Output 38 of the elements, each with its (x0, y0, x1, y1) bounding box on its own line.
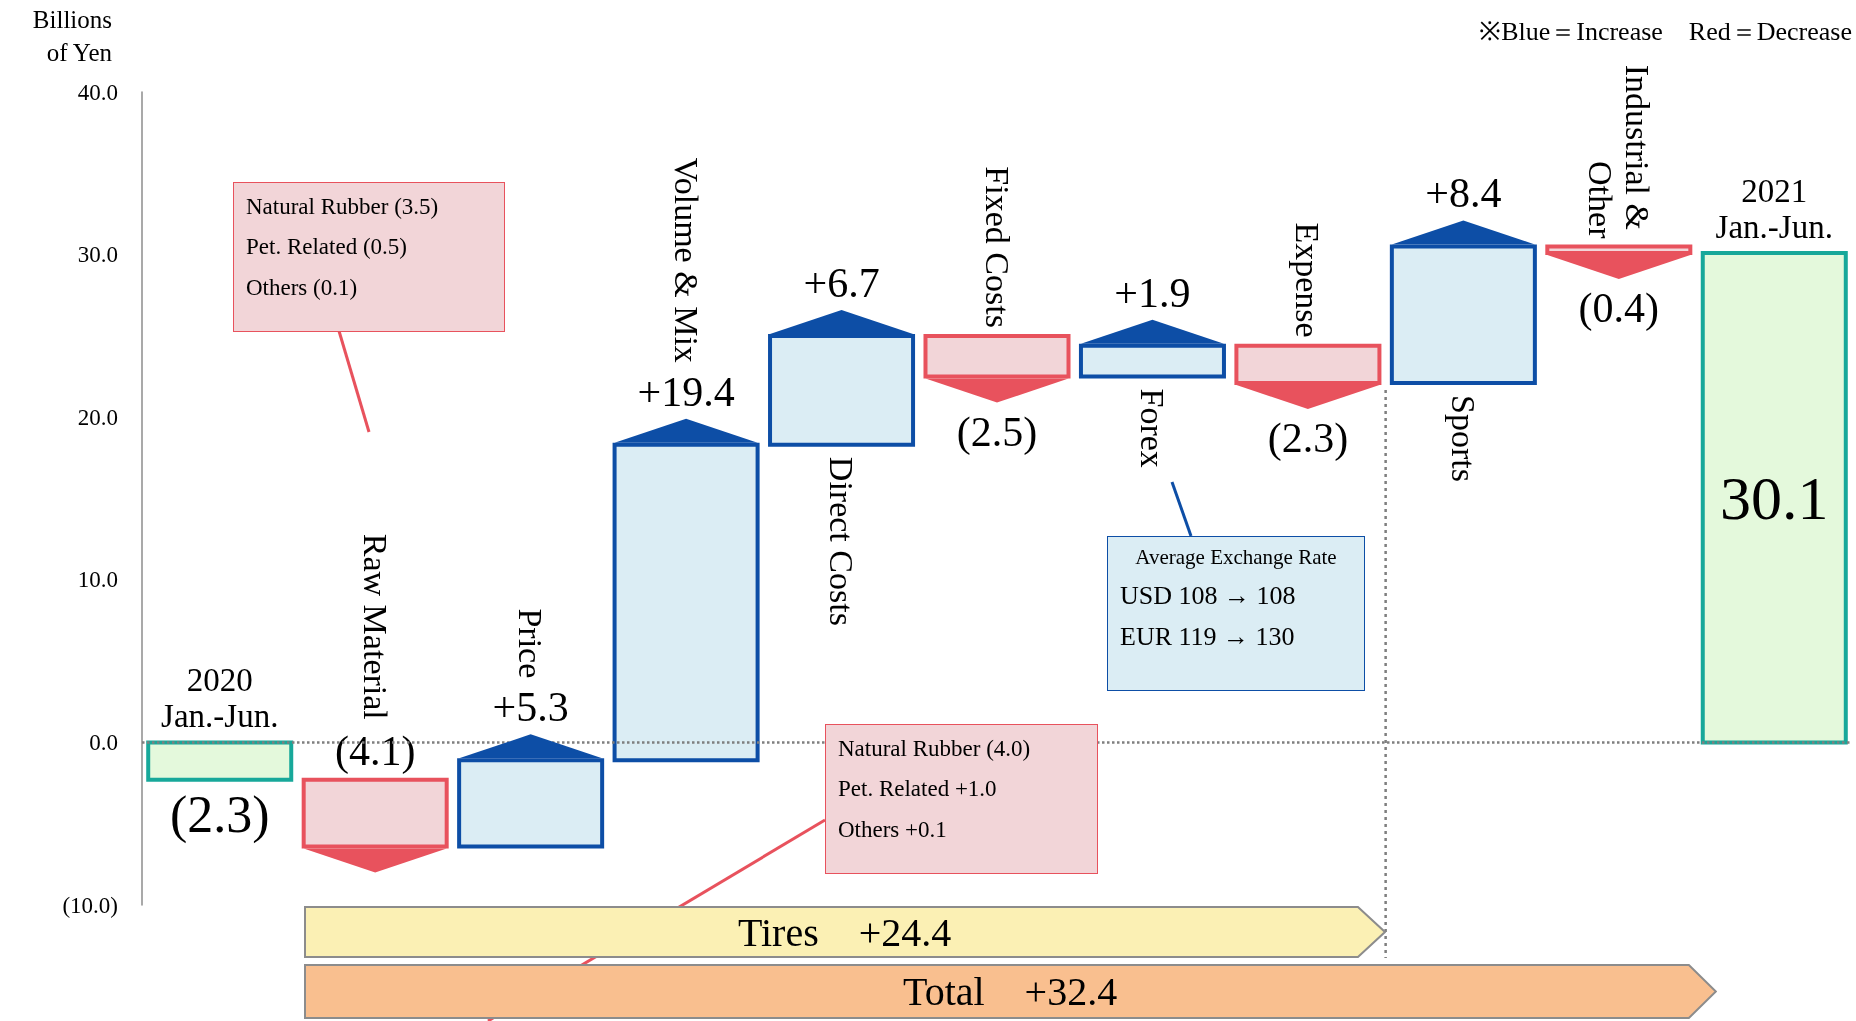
y-tick-label: 10.0 (77, 567, 118, 593)
x-tick-label: Expense (1289, 222, 1327, 338)
data-label: +1.9 (1114, 269, 1191, 316)
y-tick-label: 30.0 (77, 242, 118, 268)
x-tick-label: Forex (1133, 388, 1171, 468)
y-tick-label: (10.0) (62, 892, 118, 918)
data-label: (4.1) (334, 727, 416, 775)
x-tick-label: Direct Costs (823, 456, 861, 626)
arrow-banner: Tires +24.4 (303, 906, 1386, 958)
data-label: +5.3 (492, 684, 569, 731)
y-tick-label: 20.0 (77, 404, 118, 430)
annotation: Average Exchange Rate USD 108 → 108 EUR 119 → 130 (1120, 544, 1338, 654)
data-label: 30.1 (1720, 463, 1829, 532)
x-tick-label: 2021 Jan.-Jun. (1715, 172, 1833, 245)
arrow-banner: Total +32.4 (303, 964, 1717, 1019)
data-label: (2.3) (1267, 415, 1349, 463)
x-tick-label: Volume & Mix (667, 157, 705, 363)
callout-box: Average Exchange Rate USD 108 → 108 EUR 119 → 130 (1107, 536, 1365, 691)
x-tick-label: Sports (1444, 395, 1482, 482)
callout-box: Natural Rubber (3.5) Pet. Related (0.5) Others (0.1) (233, 182, 505, 332)
x-tick-label: Raw Material (356, 533, 394, 720)
callout-box: Natural Rubber (4.0) Pet. Related +1.0 Others +0.1 (825, 724, 1098, 874)
data-label: (2.3) (169, 785, 270, 844)
annotation: Natural Rubber (3.5) Pet. Related (0.5) Others (0.1) (246, 193, 440, 302)
data-label: +8.4 (1425, 170, 1502, 217)
x-tick-label: Industrial & Other (1581, 64, 1656, 240)
x-tick-label: 2020 Jan.-Jun. (161, 662, 279, 735)
y-tick-label: 0.0 (89, 729, 118, 755)
x-tick-label: Fixed Costs (978, 166, 1016, 328)
y-axis-title: Billions of Yen (31, 5, 112, 68)
data-label: +19.4 (637, 368, 735, 415)
data-label: +6.7 (803, 259, 880, 306)
annotation: Natural Rubber (4.0) Pet. Related +1.0 Others +0.1 (838, 735, 1032, 844)
data-label: (0.4) (1578, 284, 1660, 332)
text: ※Blue＝Increase Red＝Decrease (1479, 16, 1852, 48)
data-label: (2.5) (956, 408, 1038, 456)
y-tick-label: 40.0 (77, 79, 118, 105)
x-tick-label: Price (512, 608, 550, 679)
